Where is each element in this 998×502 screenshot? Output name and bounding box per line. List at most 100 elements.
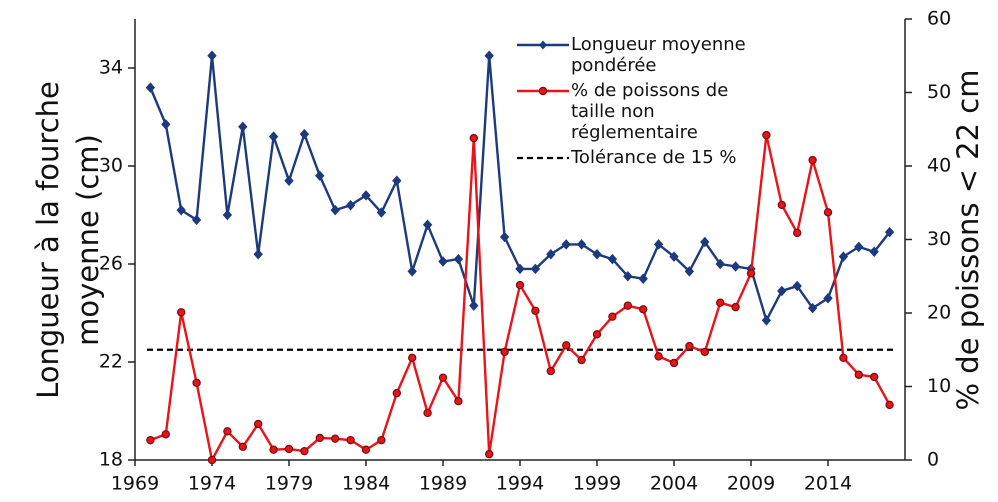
data-point: [176, 308, 186, 317]
y-tick-label: 18: [99, 449, 123, 471]
data-point: [546, 366, 556, 376]
data-point: [777, 285, 787, 297]
data-point: [654, 352, 663, 361]
data-point: [145, 82, 156, 93]
data-point: [684, 266, 695, 277]
legend-swatch: [517, 40, 569, 50]
data-point: [438, 256, 448, 267]
data-point: [885, 400, 894, 410]
data-point: [268, 131, 279, 142]
series: [145, 50, 895, 326]
y-tick-label: 30: [99, 155, 123, 177]
data-point: [146, 435, 155, 445]
data-point: [793, 228, 802, 238]
data-point: [715, 258, 725, 270]
data-point: [777, 200, 787, 210]
data-point: [623, 270, 633, 282]
y-axis-title: moyenne (cm): [71, 134, 105, 346]
data-point: [161, 430, 170, 439]
legend: Longueur moyenne pondérée% de poissons d…: [515, 34, 835, 175]
data-point: [700, 347, 710, 357]
data-point: [453, 253, 464, 265]
data-point: [869, 246, 879, 258]
x-tick-label: 1974: [188, 473, 236, 495]
data-point: [469, 133, 478, 143]
data-point: [238, 121, 248, 133]
y-tick-label: 34: [99, 57, 123, 79]
y2-axis-title: % de poissons < 22 cm: [951, 70, 985, 411]
x-tick-label: 1984: [342, 473, 390, 495]
x-tick-label: 1979: [265, 473, 313, 495]
legend-marker: [538, 86, 548, 96]
data-point: [315, 433, 324, 443]
y2-tick-label: 10: [927, 375, 951, 397]
data-point: [823, 293, 833, 304]
data-point: [299, 128, 310, 140]
data-point: [562, 341, 571, 350]
data-point: [838, 251, 849, 262]
data-point: [345, 199, 356, 211]
y2-tick-label: 0: [927, 449, 939, 471]
data-point: [207, 455, 217, 465]
data-point: [761, 315, 772, 326]
data-point: [576, 239, 587, 250]
data-point: [731, 302, 740, 312]
data-point: [854, 370, 864, 379]
data-point: [346, 435, 355, 445]
legend-label: Longueur moyenne pondérée: [571, 34, 746, 76]
data-point: [607, 253, 618, 265]
data-point: [485, 449, 494, 459]
data-point: [500, 347, 509, 357]
data-point: [377, 435, 386, 445]
data-point: [361, 445, 371, 454]
data-point: [376, 207, 387, 218]
data-point: [207, 50, 217, 62]
data-point: [592, 248, 602, 260]
x-tick-label: 2014: [804, 473, 852, 495]
data-point: [530, 263, 541, 275]
data-point: [284, 444, 294, 454]
data-point: [792, 280, 802, 292]
data-point: [623, 301, 633, 310]
x-tick-label: 1994: [496, 473, 544, 495]
data-point: [639, 305, 648, 314]
data-point: [238, 442, 247, 451]
x-tick-label: 1989: [419, 473, 467, 495]
data-point: [746, 269, 756, 278]
data-point: [823, 208, 833, 217]
data-point: [700, 236, 710, 248]
legend-label: % de poissons de taille non réglementair…: [571, 80, 729, 143]
data-point: [685, 341, 694, 351]
data-point: [608, 312, 617, 321]
data-point: [253, 248, 263, 260]
data-point: [192, 378, 201, 388]
data-point: [515, 280, 525, 290]
data-point: [254, 419, 263, 429]
y2-tick-label: 60: [927, 8, 951, 30]
data-point: [361, 190, 371, 201]
data-point: [438, 373, 448, 382]
legend-label: Tolérance de 15 %: [571, 147, 737, 168]
series: [146, 130, 894, 465]
data-point: [469, 300, 479, 311]
data-point: [269, 445, 278, 454]
data-point: [762, 130, 771, 140]
x-tick-label: 2004: [650, 473, 698, 495]
data-point: [653, 239, 664, 250]
data-point: [176, 204, 186, 216]
data-point: [839, 353, 848, 363]
data-point: [638, 273, 648, 284]
data-point: [161, 119, 171, 130]
data-point: [454, 397, 463, 406]
y2-tick-label: 40: [927, 155, 951, 177]
x-tick-label: 2009: [727, 473, 775, 495]
data-point: [577, 355, 586, 365]
data-point: [191, 214, 202, 226]
data-point: [331, 434, 340, 443]
data-point: [531, 306, 540, 315]
y-tick-label: 26: [99, 253, 123, 275]
data-point: [499, 231, 510, 243]
y-axis-title: Longueur à la fourche: [31, 81, 65, 399]
data-point: [669, 358, 679, 368]
